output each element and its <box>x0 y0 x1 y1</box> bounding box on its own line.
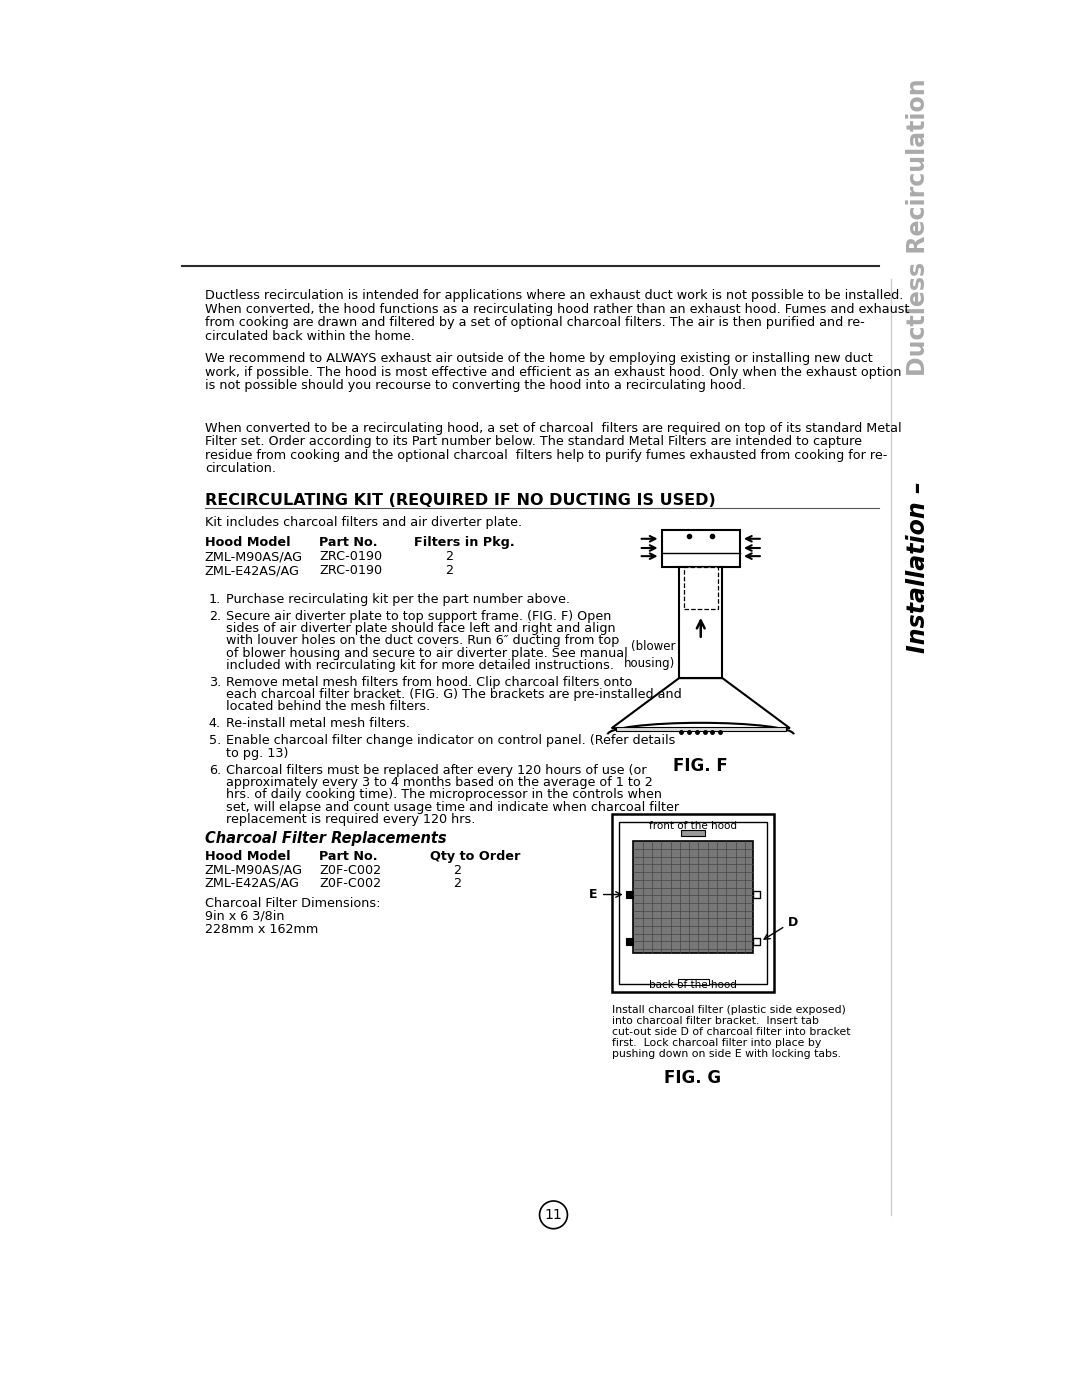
Text: circulation.: circulation. <box>205 462 275 475</box>
Text: ZML-M90AS/AG: ZML-M90AS/AG <box>205 550 302 563</box>
Text: approximately every 3 to 4 months based on the average of 1 to 2: approximately every 3 to 4 months based … <box>227 775 653 789</box>
Text: located behind the mesh filters.: located behind the mesh filters. <box>227 700 431 714</box>
Text: cut-out side D of charcoal filter into bracket: cut-out side D of charcoal filter into b… <box>611 1027 850 1037</box>
Text: Filters in Pkg.: Filters in Pkg. <box>414 535 515 549</box>
Bar <box>679 567 723 678</box>
Bar <box>753 937 760 946</box>
Text: front of the hood: front of the hood <box>649 820 737 831</box>
Bar <box>753 891 760 898</box>
Text: residue from cooking and the optional charcoal  filters help to purify fumes exh: residue from cooking and the optional ch… <box>205 448 887 461</box>
Text: ZML-M90AS/AG: ZML-M90AS/AG <box>205 863 302 877</box>
Text: 5.: 5. <box>208 735 221 747</box>
Text: of blower housing and secure to air diverter plate. See manual: of blower housing and secure to air dive… <box>227 647 629 659</box>
Text: Z0F-C002: Z0F-C002 <box>320 877 381 890</box>
Bar <box>662 529 740 567</box>
Bar <box>616 726 786 731</box>
Bar <box>625 891 633 898</box>
Text: When converted, the hood functions as a recirculating hood rather than an exhaus: When converted, the hood functions as a … <box>205 303 909 316</box>
Text: Hood Model: Hood Model <box>205 535 291 549</box>
Text: When converted to be a recirculating hood, a set of charcoal  filters are requir: When converted to be a recirculating hoo… <box>205 422 902 434</box>
Text: 1.: 1. <box>208 592 221 606</box>
Text: D: D <box>788 916 798 929</box>
Text: 2: 2 <box>445 564 453 577</box>
Text: ZRC-0190: ZRC-0190 <box>320 564 382 577</box>
Bar <box>619 823 767 983</box>
Text: Filter set. Order according to its Part number below. The standard Metal Filters: Filter set. Order according to its Part … <box>205 436 862 448</box>
Text: Installation –: Installation – <box>906 481 930 652</box>
Text: FIG. F: FIG. F <box>673 757 728 775</box>
Text: We recommend to ALWAYS exhaust air outside of the home by employing existing or : We recommend to ALWAYS exhaust air outsi… <box>205 352 873 366</box>
Text: Install charcoal filter (plastic side exposed): Install charcoal filter (plastic side ex… <box>611 1006 846 1016</box>
Text: 228mm x 162mm: 228mm x 162mm <box>205 923 318 936</box>
Text: Part No.: Part No. <box>320 849 378 863</box>
Text: 2: 2 <box>445 550 453 563</box>
Text: 2: 2 <box>453 863 461 877</box>
Bar <box>684 567 718 609</box>
Text: pushing down on side E with locking tabs.: pushing down on side E with locking tabs… <box>611 1049 840 1059</box>
Text: (blower
housing): (blower housing) <box>624 640 675 669</box>
Bar <box>611 814 774 992</box>
Text: back of the hood: back of the hood <box>649 981 737 990</box>
Text: sides of air diverter plate should face left and right and align: sides of air diverter plate should face … <box>227 622 616 636</box>
Text: 9in x 6 3/8in: 9in x 6 3/8in <box>205 909 284 923</box>
Text: Charcoal filters must be replaced after every 120 hours of use (or: Charcoal filters must be replaced after … <box>227 764 647 777</box>
Text: Hood Model: Hood Model <box>205 849 291 863</box>
Text: Enable charcoal filter change indicator on control panel. (Refer details: Enable charcoal filter change indicator … <box>227 735 676 747</box>
Text: Ductless Recirculation: Ductless Recirculation <box>906 78 930 376</box>
Text: set, will elapse and count usage time and indicate when charcoal filter: set, will elapse and count usage time an… <box>227 800 679 813</box>
Text: first.  Lock charcoal filter into place by: first. Lock charcoal filter into place b… <box>611 1038 821 1048</box>
Text: Qty to Order: Qty to Order <box>430 849 519 863</box>
Text: Charcoal Filter Replacements: Charcoal Filter Replacements <box>205 831 446 847</box>
Text: 2.: 2. <box>208 609 220 623</box>
Bar <box>625 937 633 946</box>
Text: ZML-E42AS/AG: ZML-E42AS/AG <box>205 877 299 890</box>
Text: 2: 2 <box>453 877 461 890</box>
Text: from cooking are drawn and filtered by a set of optional charcoal filters. The a: from cooking are drawn and filtered by a… <box>205 316 864 330</box>
Text: to pg. 13): to pg. 13) <box>227 746 288 760</box>
Text: with louver holes on the duct covers. Run 6″ ducting from top: with louver holes on the duct covers. Ru… <box>227 634 620 647</box>
Polygon shape <box>611 678 789 728</box>
Text: Secure air diverter plate to top support frame. (FIG. F) Open: Secure air diverter plate to top support… <box>227 609 612 623</box>
Text: Re-install metal mesh filters.: Re-install metal mesh filters. <box>227 718 410 731</box>
Text: work, if possible. The hood is most effective and efficient as an exhaust hood. : work, if possible. The hood is most effe… <box>205 366 901 379</box>
Text: RECIRCULATING KIT (REQUIRED IF NO DUCTING IS USED): RECIRCULATING KIT (REQUIRED IF NO DUCTIN… <box>205 493 715 509</box>
Text: FIG. G: FIG. G <box>664 1069 721 1087</box>
Text: 6.: 6. <box>208 764 220 777</box>
Text: 4.: 4. <box>208 718 220 731</box>
Bar <box>633 841 753 953</box>
Text: Ductless recirculation is intended for applications where an exhaust duct work i: Ductless recirculation is intended for a… <box>205 289 903 302</box>
Text: Purchase recirculating kit per the part number above.: Purchase recirculating kit per the part … <box>227 592 570 606</box>
Text: Z0F-C002: Z0F-C002 <box>320 863 381 877</box>
Text: circulated back within the home.: circulated back within the home. <box>205 330 415 342</box>
Text: 3.: 3. <box>208 676 221 689</box>
Text: Kit includes charcoal filters and air diverter plate.: Kit includes charcoal filters and air di… <box>205 515 522 528</box>
Text: 11: 11 <box>544 1208 563 1222</box>
Text: is not possible should you recourse to converting the hood into a recirculating : is not possible should you recourse to c… <box>205 380 746 393</box>
Text: E: E <box>590 888 597 901</box>
Text: ZML-E42AS/AG: ZML-E42AS/AG <box>205 564 299 577</box>
Bar <box>677 979 708 985</box>
Text: into charcoal filter bracket.  Insert tab: into charcoal filter bracket. Insert tab <box>611 1016 819 1027</box>
Text: each charcoal filter bracket. (FIG. G) The brackets are pre-installed and: each charcoal filter bracket. (FIG. G) T… <box>227 689 683 701</box>
Text: hrs. of daily cooking time). The microprocessor in the controls when: hrs. of daily cooking time). The micropr… <box>227 788 662 802</box>
Text: ZRC-0190: ZRC-0190 <box>320 550 382 563</box>
Text: Part No.: Part No. <box>320 535 378 549</box>
Text: replacement is required every 120 hrs.: replacement is required every 120 hrs. <box>227 813 476 826</box>
Text: Charcoal Filter Dimensions:: Charcoal Filter Dimensions: <box>205 897 380 909</box>
Text: Remove metal mesh filters from hood. Clip charcoal filters onto: Remove metal mesh filters from hood. Cli… <box>227 676 633 689</box>
Text: included with recirculating kit for more detailed instructions.: included with recirculating kit for more… <box>227 659 615 672</box>
Bar <box>681 830 704 835</box>
